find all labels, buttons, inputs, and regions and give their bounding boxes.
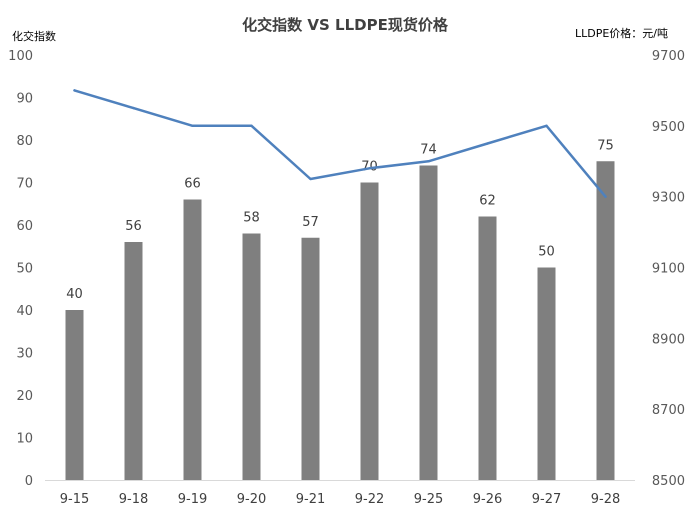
x-tick-label: 9-21 <box>296 492 326 507</box>
y-left-tick-label: 40 <box>16 304 33 319</box>
price-point <box>427 160 430 163</box>
bar <box>537 267 556 480</box>
price-point <box>132 106 135 110</box>
price-point <box>368 167 371 170</box>
bar-data-label: 75 <box>597 138 614 153</box>
bar <box>183 199 202 480</box>
y-right-tick-label: 9500 <box>652 120 685 135</box>
price-point <box>486 142 489 145</box>
y-left-tick-label: 0 <box>25 474 33 489</box>
price-point <box>604 195 607 198</box>
bar <box>124 242 143 480</box>
bar-data-label: 56 <box>125 219 142 234</box>
price-point <box>73 89 76 92</box>
y-right-tick-label: 9700 <box>652 49 685 64</box>
bar <box>65 310 84 480</box>
price-point <box>250 124 253 128</box>
y-right-tick-label: 9300 <box>652 191 685 206</box>
bar <box>301 237 320 480</box>
x-tick-label: 9-22 <box>355 492 385 507</box>
y-left-tick-label: 50 <box>16 262 33 277</box>
price-point <box>545 124 548 128</box>
x-tick-label: 9-27 <box>532 492 562 507</box>
bar-data-label: 66 <box>184 177 201 192</box>
plot-area: 0 10 20 30 40 50 60 70 80 90 100 8500 8700 8900 9100 93… <box>8 49 685 507</box>
bar-data-label: 40 <box>66 287 83 302</box>
y-left-tick-label: 10 <box>16 432 33 447</box>
bar <box>242 233 261 480</box>
bar <box>478 216 497 480</box>
x-tick-label: 9-15 <box>60 492 90 507</box>
y-left-axis-label: 化交指数 <box>12 29 56 43</box>
x-tick-label: 9-20 <box>237 492 267 507</box>
y-right-tick-label: 9100 <box>652 262 685 277</box>
x-tick-label: 9-19 <box>178 492 208 507</box>
y-right-axis-label: LLDPE价格：元/吨 <box>575 26 668 40</box>
bar <box>596 161 615 480</box>
price-point <box>309 177 312 181</box>
y-right-tick-label: 8700 <box>652 403 685 418</box>
price-line <box>73 89 607 198</box>
x-tick-label: 9-18 <box>119 492 149 507</box>
y-left-tick-label: 70 <box>16 177 33 192</box>
bar-data-label: 58 <box>243 211 260 226</box>
bar-data-label: 50 <box>538 245 555 260</box>
price-point <box>191 124 194 128</box>
y-left-tick-label: 90 <box>16 92 33 107</box>
bar <box>419 165 438 480</box>
bar <box>360 182 379 480</box>
y-right-tick-label: 8500 <box>652 474 685 489</box>
y-left-tick-label: 30 <box>16 347 33 362</box>
bar-data-label: 74 <box>420 143 437 158</box>
x-tick-label: 9-26 <box>473 492 503 507</box>
y-left-tick-label: 20 <box>16 389 33 404</box>
y-left-tick-label: 80 <box>16 134 33 149</box>
bar-data-label: 70 <box>361 160 378 175</box>
y-left-tick-label: 60 <box>16 219 33 234</box>
x-tick-label: 9-25 <box>414 492 444 507</box>
bar-data-label: 57 <box>302 215 319 230</box>
bar-data-label: 62 <box>479 194 496 209</box>
chart-title: 化交指数 VS LLDPE现货价格 <box>242 16 449 34</box>
y-right-tick-label: 8900 <box>652 332 685 347</box>
y-left-tick-label: 100 <box>8 49 33 64</box>
x-tick-label: 9-28 <box>591 492 621 507</box>
